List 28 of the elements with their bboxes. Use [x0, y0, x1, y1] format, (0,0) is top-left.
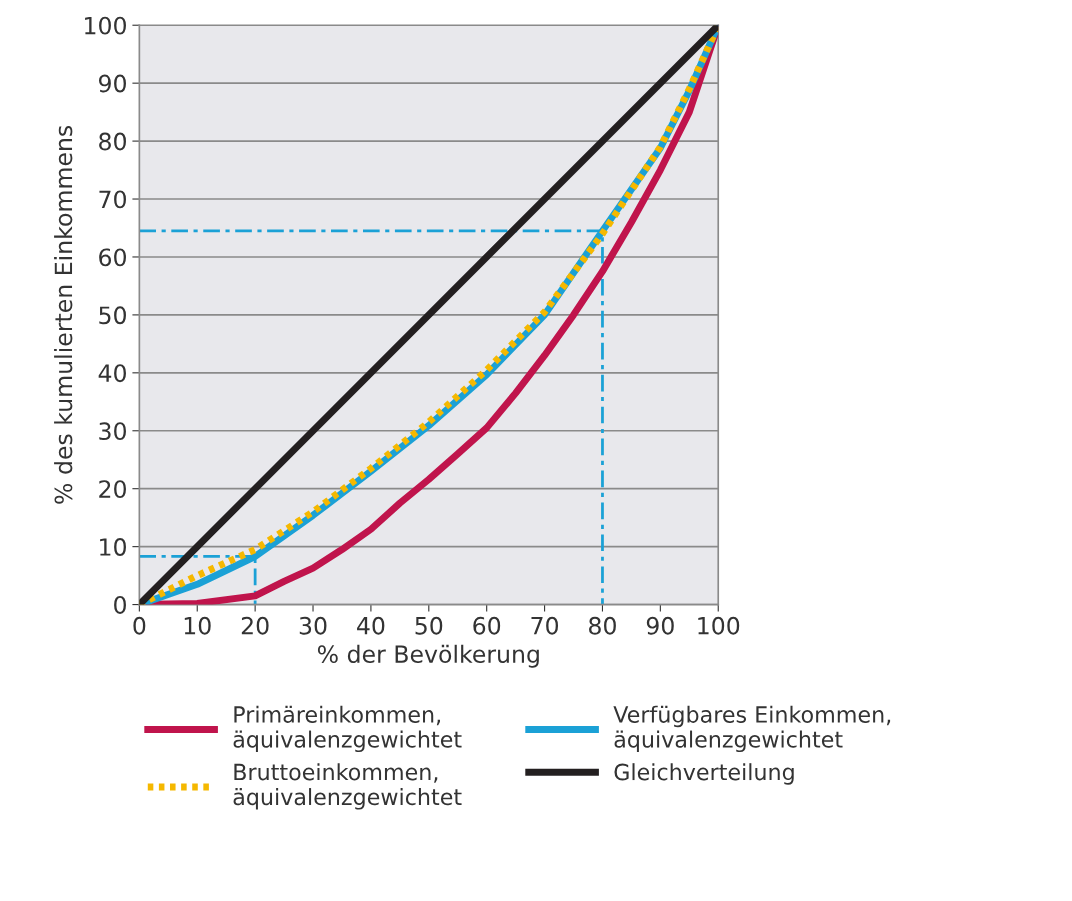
y-axis-title: % des kumulierten Einkommens [54, 125, 73, 504]
y-tick-label: 60 [99, 248, 126, 267]
x-tick-label: 60 [473, 616, 501, 635]
x-tick-label: 40 [357, 616, 385, 635]
y-tick-label: 40 [98, 364, 126, 383]
legend-label: Primäreinkommen, äquivalenzgewichtet [233, 705, 462, 753]
y-tick-label: 70 [99, 190, 126, 209]
x-tick-label: 0 [133, 616, 146, 635]
x-tick-label: 10 [184, 616, 211, 635]
y-tick-label: 100 [85, 16, 126, 35]
x-tick-label: 20 [241, 616, 269, 635]
x-axis-title: % der Bevölkerung [317, 644, 539, 668]
y-tick-label: 90 [99, 74, 126, 93]
y-tick-label: 80 [99, 132, 126, 151]
x-tick-label: 80 [589, 616, 616, 635]
legend-label: Gleichverteilung [614, 763, 794, 785]
x-tick-label: 30 [299, 616, 327, 635]
y-tick-label: 10 [100, 538, 126, 556]
y-tick-label: 50 [99, 306, 126, 325]
x-tick-label: 100 [698, 616, 740, 635]
x-tick-label: 90 [646, 616, 674, 635]
y-tick-label: 0 [114, 596, 126, 614]
x-tick-label: 50 [415, 616, 443, 635]
legend-label: Bruttoeinkommen, äquivalenzgewichtet [233, 763, 462, 810]
y-tick-label: 20 [99, 480, 126, 499]
legend-label: Verfügbares Einkommen, äquivalenzgewichtet [613, 705, 891, 753]
x-tick-label: 70 [531, 616, 559, 635]
y-tick-label: 30 [99, 422, 126, 441]
